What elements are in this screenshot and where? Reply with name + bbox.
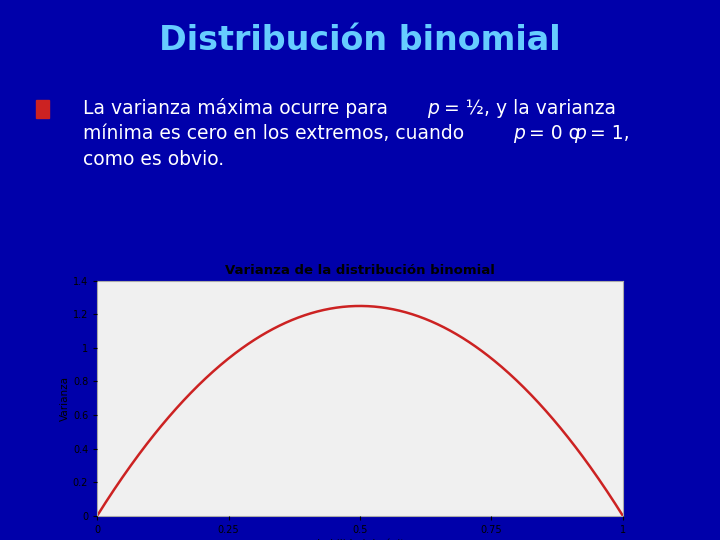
Y-axis label: Varianza: Varianza	[60, 376, 70, 421]
Text: La varianza máxima ocurre para: La varianza máxima ocurre para	[83, 98, 394, 118]
Text: como es obvio.: como es obvio.	[83, 150, 224, 170]
Text: mínima es cero en los extremos, cuando: mínima es cero en los extremos, cuando	[83, 124, 470, 144]
Text: = 0 o: = 0 o	[523, 124, 586, 144]
X-axis label: probabilidad de éxito p: probabilidad de éxito p	[300, 539, 420, 540]
Text: p: p	[513, 124, 525, 144]
Text: = 1,: = 1,	[584, 124, 629, 144]
Title: Varianza de la distribución binomial: Varianza de la distribución binomial	[225, 264, 495, 277]
Text: Distribución binomial: Distribución binomial	[159, 24, 561, 57]
Text: p: p	[427, 98, 438, 118]
Text: p: p	[574, 124, 585, 144]
Text: = ½, y la varianza: = ½, y la varianza	[438, 98, 616, 118]
